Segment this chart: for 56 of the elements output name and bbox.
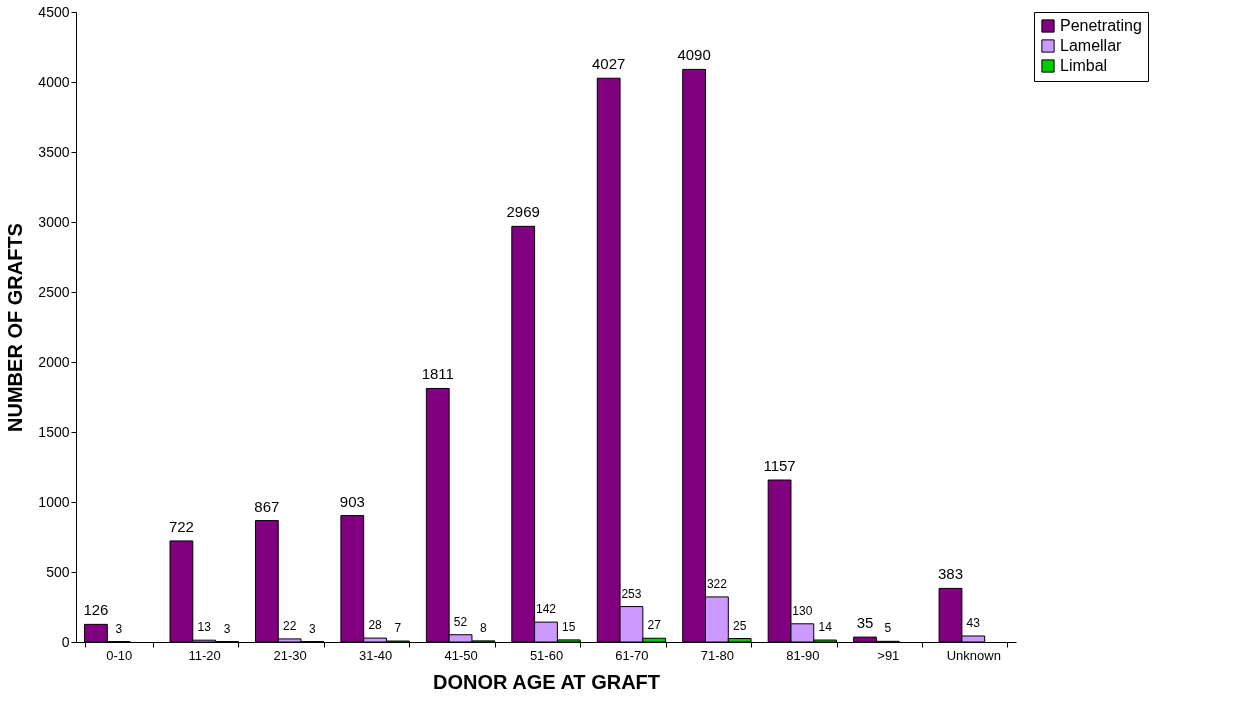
x-axis-title: DONOR AGE AT GRAFT	[432, 670, 661, 693]
y-tick-label: 3000	[38, 213, 70, 230]
x-tick-label: 61-70	[615, 647, 649, 663]
data-label: 4027	[591, 55, 626, 73]
data-label: 7	[394, 621, 402, 636]
x-tick-label: 21-30	[273, 647, 307, 663]
data-label: 4090	[677, 46, 711, 64]
data-label: 25	[733, 618, 747, 633]
data-label: 15	[562, 619, 576, 634]
data-label: 22	[282, 618, 297, 633]
data-label: 3	[115, 621, 123, 636]
data-label: 1811	[421, 365, 454, 383]
x-tick-label: 11-20	[188, 647, 221, 663]
legend-label: Penetrating	[1060, 17, 1142, 34]
y-tick-label: 4500	[38, 3, 70, 20]
x-tick-label: 0-10	[106, 647, 133, 663]
data-label: 3	[309, 621, 317, 636]
x-tick-label: 41-50	[444, 647, 478, 663]
data-label: 35	[856, 614, 874, 632]
data-label: 126	[83, 601, 109, 619]
data-label: 1157	[763, 457, 796, 475]
y-axis-title: NUMBER OF GRAFTS	[4, 223, 27, 432]
y-tick-label: 3500	[38, 143, 70, 160]
data-label: 8	[479, 620, 487, 635]
data-label: 722	[168, 517, 194, 535]
x-tick-label: 71-80	[700, 647, 735, 663]
y-tick-label: 4000	[38, 73, 70, 90]
data-label: 322	[706, 576, 728, 591]
data-label: 27	[647, 618, 662, 633]
data-label: 52	[453, 614, 468, 629]
data-label: 43	[966, 615, 981, 630]
data-label: 28	[368, 618, 383, 633]
y-tick-label: 2500	[38, 283, 70, 300]
data-label: 130	[792, 603, 813, 618]
legend-label: Lamellar	[1060, 37, 1123, 54]
x-tick-label: 51-60	[529, 647, 564, 663]
x-tick-label: >91	[877, 647, 900, 663]
data-label: 867	[254, 497, 280, 515]
x-tick-label: Unknown	[946, 647, 1001, 663]
data-label: 14	[818, 620, 833, 635]
data-label: 3	[223, 621, 231, 636]
y-tick-label: 500	[46, 563, 70, 580]
x-tick-label: 31-40	[358, 647, 393, 663]
data-label: 2969	[506, 203, 540, 221]
y-tick-label: 2000	[38, 353, 70, 370]
y-tick-label: 1000	[38, 493, 70, 510]
data-label: 383	[937, 565, 963, 583]
data-label: 142	[535, 602, 557, 617]
legend-label: Limbal	[1060, 57, 1108, 74]
y-tick-label: 0	[61, 633, 70, 650]
data-label: 903	[339, 492, 365, 510]
y-tick-label: 1500	[38, 423, 70, 440]
x-tick-label: 81-90	[786, 647, 820, 663]
data-label: 253	[621, 586, 642, 601]
data-label: 5	[884, 621, 892, 636]
data-label: 13	[197, 620, 212, 635]
